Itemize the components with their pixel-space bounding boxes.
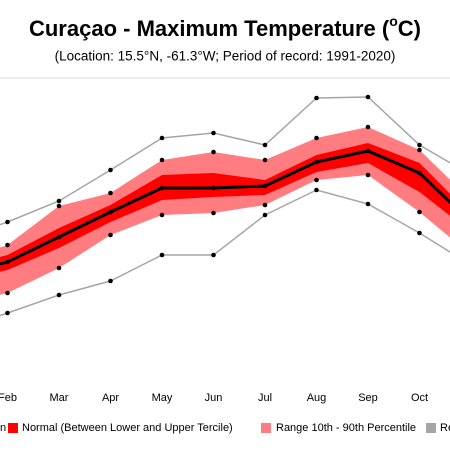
dot — [314, 135, 319, 141]
dot — [5, 310, 10, 316]
band — [0, 127, 450, 295]
dot — [417, 142, 422, 148]
x-tick-label: Jun — [205, 392, 223, 404]
dot — [365, 201, 371, 207]
dot — [262, 142, 268, 148]
dot — [211, 210, 216, 216]
dot — [56, 234, 62, 240]
dot — [108, 190, 113, 196]
legend-label: Range 10th - 90th Percentile — [276, 422, 416, 434]
dot — [56, 265, 62, 271]
dot — [262, 202, 268, 208]
x-tick-label: Oct — [411, 392, 428, 404]
dot — [211, 185, 216, 191]
dot — [108, 278, 113, 284]
dot — [314, 159, 319, 165]
dot — [108, 209, 113, 215]
chart-subtitle: (Location: 15.5°N, -61.3°W; Period of re… — [55, 49, 396, 64]
dot — [56, 292, 62, 298]
dot — [417, 170, 422, 176]
legend-label: n — [0, 422, 6, 434]
dot — [365, 148, 371, 154]
x-tick-label: Mar — [50, 392, 69, 404]
dot — [262, 183, 268, 189]
dot — [5, 242, 10, 248]
dot — [211, 149, 216, 155]
dot — [417, 147, 422, 153]
legend-swatch — [426, 423, 436, 433]
dot — [262, 157, 268, 163]
dot — [5, 219, 10, 225]
x-tick-label: Apr — [102, 392, 119, 404]
dot — [365, 94, 371, 100]
dot — [159, 212, 165, 218]
x-tick-label: Jul — [258, 392, 272, 404]
title-end: C) — [398, 16, 421, 41]
dot — [5, 290, 10, 296]
legend-swatch — [261, 423, 271, 433]
legend-swatch — [8, 423, 18, 433]
x-tick-label: May — [152, 392, 173, 404]
dot — [417, 230, 422, 236]
dot — [108, 232, 113, 238]
x-tick-label: Feb — [0, 392, 17, 404]
legend-label: Normal (Between Lower and Upper Tercile) — [22, 422, 233, 434]
dot — [314, 95, 319, 101]
dot — [262, 212, 268, 218]
dot — [108, 167, 113, 173]
dot — [56, 203, 62, 209]
dot — [159, 185, 165, 191]
x-tick-label: Sep — [358, 392, 378, 404]
dot — [5, 259, 10, 265]
dot — [159, 252, 165, 258]
chart-title: Curaçao - Maximum Temperature (oC) — [29, 13, 421, 41]
dot — [211, 252, 216, 258]
legend-label: Re — [440, 422, 450, 434]
title-superscript: o — [389, 13, 398, 29]
dot — [365, 124, 371, 130]
dot — [211, 130, 216, 136]
dot — [314, 177, 319, 183]
dot — [365, 172, 371, 178]
dot — [417, 209, 422, 215]
dot — [314, 187, 319, 193]
dot — [159, 157, 165, 163]
title-main: Curaçao - Maximum Temperature ( — [29, 16, 390, 41]
dot — [56, 198, 62, 204]
dot — [159, 135, 165, 141]
x-tick-label: Aug — [307, 392, 327, 404]
